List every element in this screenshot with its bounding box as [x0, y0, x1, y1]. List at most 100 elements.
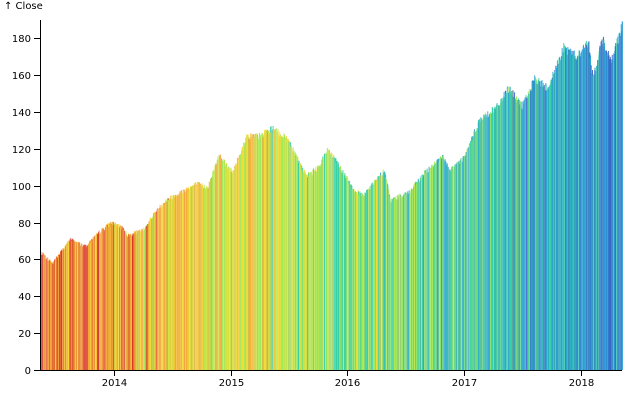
close-bar: [302, 171, 304, 370]
close-bar: [599, 46, 601, 370]
close-bar: [367, 189, 369, 370]
close-bar: [159, 204, 161, 370]
close-bar: [244, 141, 246, 370]
close-bar: [517, 100, 518, 370]
close-bar: [333, 157, 335, 370]
close-bar: [219, 154, 221, 370]
close-bar: [617, 43, 619, 370]
close-bar: [99, 233, 101, 370]
close-bar: [77, 242, 78, 370]
close-bar: [190, 186, 192, 370]
close-bar: [101, 228, 103, 370]
close-bar: [554, 65, 556, 371]
close-bar: [546, 90, 547, 371]
close-bar: [54, 260, 56, 370]
close-bar: [512, 90, 514, 370]
close-bar: [123, 230, 125, 370]
close-bar: [231, 171, 233, 370]
close-bar: [568, 49, 570, 371]
close-bar: [240, 154, 241, 370]
close-bar: [610, 62, 612, 371]
close-bar: [208, 181, 210, 370]
close-bar: [300, 162, 302, 370]
close-bar: [320, 164, 322, 370]
y-tick-label: 140: [12, 108, 31, 119]
close-bar: [387, 185, 389, 370]
close-bar: [407, 193, 409, 370]
close-bar: [97, 233, 99, 370]
close-bar: [217, 160, 219, 370]
close-bar: [501, 101, 503, 370]
close-bar: [606, 54, 608, 370]
close-bar: [613, 53, 614, 370]
close-bar: [298, 162, 300, 370]
close-bar: [615, 43, 617, 370]
close-bar: [257, 138, 259, 370]
close-bar: [472, 136, 474, 370]
close-bar: [255, 134, 257, 370]
close-bar: [622, 21, 623, 371]
close-bar: [503, 92, 505, 370]
close-bar: [345, 178, 346, 370]
close-bar: [85, 247, 87, 370]
close-bar: [226, 167, 228, 370]
close-bar: [260, 135, 262, 370]
close-bar: [271, 130, 273, 370]
close-bar: [385, 175, 387, 370]
close-bar: [445, 161, 447, 370]
close-bar: [485, 114, 487, 370]
close-bar: [266, 129, 268, 370]
close-bar: [496, 105, 498, 370]
x-tick-label: 2017: [452, 378, 477, 389]
close-bar: [161, 206, 163, 370]
close-bar: [563, 45, 565, 371]
close-bar: [146, 225, 148, 370]
bar-series: [40, 21, 623, 371]
close-bar: [173, 194, 174, 370]
close-bar: [371, 182, 373, 370]
close-bar: [313, 169, 315, 370]
close-bar: [479, 119, 480, 371]
close-bar: [374, 180, 375, 370]
close-bar: [458, 164, 460, 370]
close-bar: [534, 77, 536, 370]
close-bar: [474, 131, 476, 370]
close-bar: [360, 192, 362, 370]
close-bar: [376, 179, 378, 370]
y-axis-title: ↑ Close: [4, 1, 43, 12]
close-bar: [251, 138, 253, 370]
close-bar: [144, 229, 145, 370]
close-bar: [295, 154, 297, 370]
close-bar: [195, 182, 197, 370]
close-bar: [365, 192, 367, 370]
close-bar: [293, 151, 295, 370]
close-bar: [432, 166, 434, 370]
close-bar: [128, 234, 130, 370]
y-tick-label: 180: [12, 34, 31, 45]
close-bar: [358, 194, 360, 370]
close-bar: [570, 54, 572, 370]
close-bar: [322, 158, 324, 370]
close-bar: [152, 213, 154, 370]
close-bar: [112, 221, 114, 370]
close-bar: [566, 47, 568, 370]
close-bar: [597, 59, 599, 371]
close-bar: [83, 244, 85, 370]
close-bar: [150, 217, 152, 370]
close-bar: [249, 139, 250, 370]
close-bar: [94, 235, 96, 370]
close-bar: [316, 171, 317, 370]
close-bar: [604, 43, 606, 371]
close-bar: [530, 91, 532, 370]
close-bar: [47, 260, 49, 370]
close-bar: [389, 199, 391, 370]
close-bar: [492, 107, 494, 370]
y-tick-label: 120: [12, 145, 31, 156]
close-bar: [175, 194, 177, 370]
close-bar: [253, 137, 255, 370]
x-tick-label: 2016: [335, 378, 360, 389]
close-bar: [65, 243, 67, 370]
close-bar: [537, 84, 539, 370]
close-bar: [166, 201, 168, 370]
